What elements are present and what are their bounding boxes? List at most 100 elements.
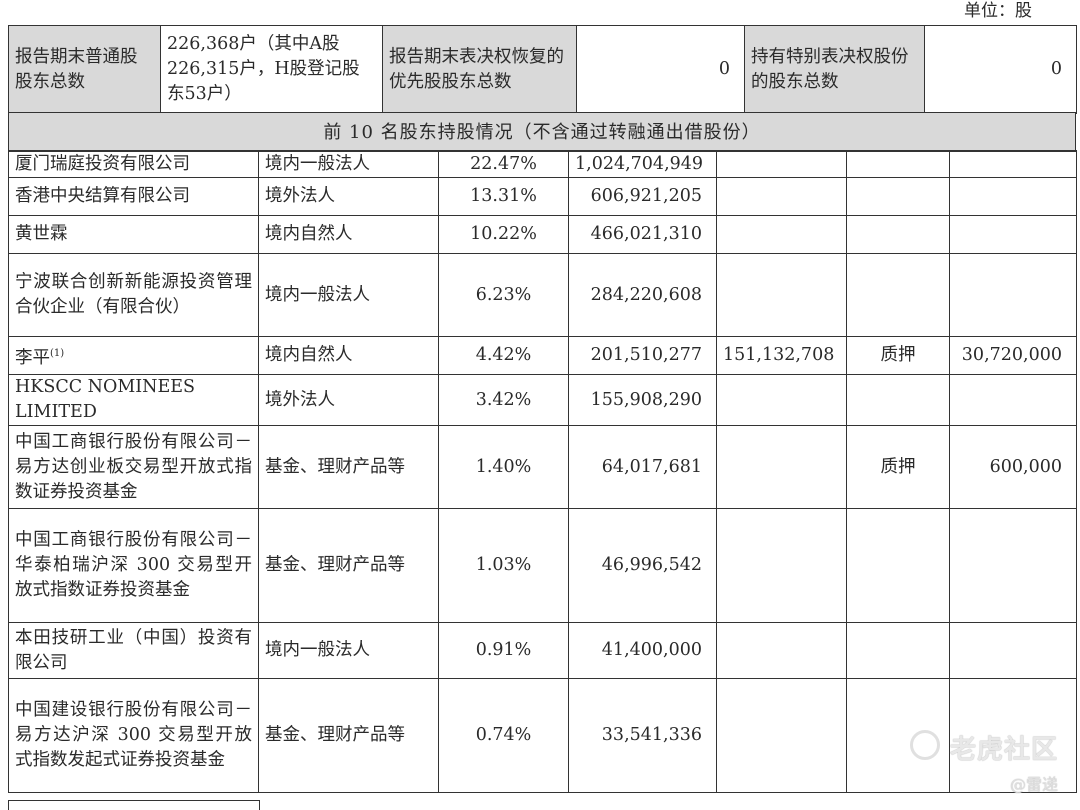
holder-pledge-status-cell: 质押 bbox=[846, 425, 950, 509]
holder-shares-cell: 64,017,681 bbox=[568, 425, 717, 509]
summary-label-common-holders: 报告期末普通股股东总数 bbox=[8, 25, 161, 114]
holder-pledge-qty-cell bbox=[949, 374, 1077, 426]
holder-shares-text: 46,996,542 bbox=[601, 555, 702, 575]
holder-percent-cell: 4.42% bbox=[438, 336, 569, 375]
holder-percent-text: 0.74% bbox=[475, 725, 532, 745]
holder-pledge-qty-cell bbox=[949, 508, 1077, 623]
holder-shares-text: 1,024,704,949 bbox=[575, 153, 704, 174]
holder-shares-cell: 46,996,542 bbox=[568, 508, 717, 623]
holder-shares-cell: 1,024,704,949 bbox=[568, 150, 717, 178]
summary-label-special-voting: 持有特别表决权股份的股东总数 bbox=[744, 25, 925, 114]
holder-percent-cell: 6.23% bbox=[438, 253, 569, 337]
holder-name-cell: 中国建设银行股份有限公司－易方达沪深 300 交易型开放式指数发起式证券投资基金 bbox=[8, 678, 259, 793]
holder-percent-cell: 3.42% bbox=[438, 374, 569, 426]
holder-name-cell: 厦门瑞庭投资有限公司 bbox=[8, 150, 259, 178]
holder-pledge-qty-cell bbox=[949, 622, 1077, 679]
table-row: 黄世霖 境内自然人 10.22% 466,021,310 bbox=[8, 215, 1077, 254]
holder-pledge-qty-cell bbox=[949, 177, 1077, 216]
holder-restricted-cell bbox=[716, 425, 847, 509]
holder-percent-text: 22.47% bbox=[470, 153, 537, 174]
holder-footnote-marker: (1) bbox=[50, 347, 65, 359]
holder-pledge-status-cell bbox=[846, 622, 950, 679]
holder-shares-text: 606,921,205 bbox=[590, 186, 702, 206]
holder-type-text: 境外法人 bbox=[265, 186, 335, 206]
holder-pledge-status-cell bbox=[846, 177, 950, 216]
holder-percent-text: 0.91% bbox=[475, 640, 532, 660]
holder-pledge-status-text: 质押 bbox=[880, 345, 916, 365]
summary-value-common-holders: 226,368户（其中A股226,315户，H股登记股东53户） bbox=[160, 25, 383, 114]
top-holders-table: 厦门瑞庭投资有限公司 境内一般法人 22.47% 1,024,704,949 香港中央结… bbox=[8, 150, 1077, 793]
holder-percent-cell: 1.40% bbox=[438, 425, 569, 509]
holder-type-cell: 境外法人 bbox=[258, 374, 439, 426]
table-row: 中国工商银行股份有限公司－易方达创业板交易型开放式指数证券投资基金 基金、理财产品… bbox=[8, 425, 1077, 509]
holder-pledge-qty-cell: 30,720,000 bbox=[949, 336, 1077, 375]
holder-shares-cell: 284,220,608 bbox=[568, 253, 717, 337]
holder-pledge-status-text: 质押 bbox=[880, 456, 916, 477]
table-row: 中国工商银行股份有限公司－华泰柏瑞沪深 300 交易型开放式指数证券投资基金 基金… bbox=[8, 508, 1077, 623]
holder-restricted-cell: 151,132,708 bbox=[716, 336, 847, 375]
holder-restricted-text: 151,132,708 bbox=[723, 345, 835, 365]
holder-percent-text: 3.42% bbox=[475, 389, 532, 410]
holder-percent-text: 6.23% bbox=[475, 284, 532, 305]
holder-name-text: 李平 bbox=[15, 347, 50, 368]
holder-restricted-cell bbox=[716, 678, 847, 793]
holder-shares-cell: 155,908,290 bbox=[568, 374, 717, 426]
holder-restricted-cell bbox=[716, 622, 847, 679]
holder-pledge-qty-cell: 600,000 bbox=[949, 425, 1077, 509]
holder-shares-text: 64,017,681 bbox=[601, 456, 702, 477]
holder-type-text: 基金、理财产品等 bbox=[265, 555, 405, 575]
holder-name-text: 中国建设银行股份有限公司－易方达沪深 300 交易型开放式指数发起式证券投资基金 bbox=[15, 700, 252, 770]
summary-row: 报告期末普通股股东总数 226,368户（其中A股226,315户，H股登记股东… bbox=[8, 25, 1077, 114]
holder-percent-cell: 22.47% bbox=[438, 150, 569, 178]
holder-pledge-status-cell bbox=[846, 150, 950, 178]
holder-shares-cell: 466,021,310 bbox=[568, 215, 717, 254]
watermark-main: 老虎社区 bbox=[949, 735, 1058, 765]
holder-type-cell: 境内自然人 bbox=[258, 336, 439, 375]
table-row: 香港中央结算有限公司 境外法人 13.31% 606,921,205 bbox=[8, 177, 1077, 216]
holder-pledge-qty-cell bbox=[949, 678, 1077, 793]
holder-shares-cell: 201,510,277 bbox=[568, 336, 717, 375]
next-row-edge bbox=[8, 800, 260, 810]
holder-restricted-cell bbox=[716, 508, 847, 623]
holder-pledge-status-cell: 质押 bbox=[846, 336, 950, 375]
watermark-sub: @雷递 bbox=[1009, 775, 1058, 794]
summary-value-preferred-holders: 0 bbox=[576, 25, 745, 114]
unit-label: 单位：股 bbox=[964, 1, 1032, 21]
section-banner-table: 前 10 名股东持股情况（不含通过转融通出借股份） bbox=[8, 112, 1076, 152]
holder-type-cell: 境内自然人 bbox=[258, 215, 439, 254]
holder-shares-cell: 606,921,205 bbox=[568, 177, 717, 216]
holder-type-cell: 境内一般法人 bbox=[258, 150, 439, 178]
holder-name-text: HKSCC NOMINEES LIMITED bbox=[15, 377, 196, 422]
holder-shares-text: 466,021,310 bbox=[590, 224, 702, 244]
holder-name-cell: 宁波联合创新新能源投资管理合伙企业（有限合伙） bbox=[8, 253, 259, 337]
holder-restricted-cell bbox=[716, 150, 847, 178]
holder-type-text: 基金、理财产品等 bbox=[265, 456, 405, 477]
holder-percent-cell: 13.31% bbox=[438, 177, 569, 216]
holder-type-text: 境外法人 bbox=[265, 389, 335, 410]
holder-percent-cell: 1.03% bbox=[438, 508, 569, 623]
holder-type-text: 境内自然人 bbox=[265, 224, 353, 244]
holder-pledge-status-cell bbox=[846, 215, 950, 254]
holder-name-text: 中国工商银行股份有限公司－易方达创业板交易型开放式指数证券投资基金 bbox=[15, 431, 252, 502]
holder-name-cell: 黄世霖 bbox=[8, 215, 259, 254]
holder-pledge-qty-text: 600,000 bbox=[989, 456, 1062, 477]
holder-name-cell: 李平(1) bbox=[8, 336, 259, 375]
holder-name-text: 宁波联合创新新能源投资管理合伙企业（有限合伙） bbox=[15, 272, 252, 317]
holder-percent-text: 1.03% bbox=[475, 555, 532, 575]
holder-pledge-qty-cell bbox=[949, 253, 1077, 337]
holder-percent-cell: 10.22% bbox=[438, 215, 569, 254]
holder-percent-text: 1.40% bbox=[475, 456, 532, 477]
summary-label-preferred-holders: 报告期末表决权恢复的优先股股东总数 bbox=[382, 25, 577, 114]
holder-name-text: 本田技研工业（中国）投资有限公司 bbox=[15, 627, 252, 673]
holder-type-cell: 境外法人 bbox=[258, 177, 439, 216]
holder-type-text: 境内一般法人 bbox=[265, 640, 370, 660]
holder-pledge-status-cell bbox=[846, 253, 950, 337]
holder-name-text: 香港中央结算有限公司 bbox=[15, 186, 190, 206]
holder-percent-text: 4.42% bbox=[475, 345, 532, 365]
holder-name-cell: 香港中央结算有限公司 bbox=[8, 177, 259, 216]
holder-name-cell: 中国工商银行股份有限公司－华泰柏瑞沪深 300 交易型开放式指数证券投资基金 bbox=[8, 508, 259, 623]
holder-type-text: 境内一般法人 bbox=[265, 153, 370, 174]
holder-percent-cell: 0.74% bbox=[438, 678, 569, 793]
holder-type-cell: 基金、理财产品等 bbox=[258, 425, 439, 509]
holder-restricted-cell bbox=[716, 215, 847, 254]
